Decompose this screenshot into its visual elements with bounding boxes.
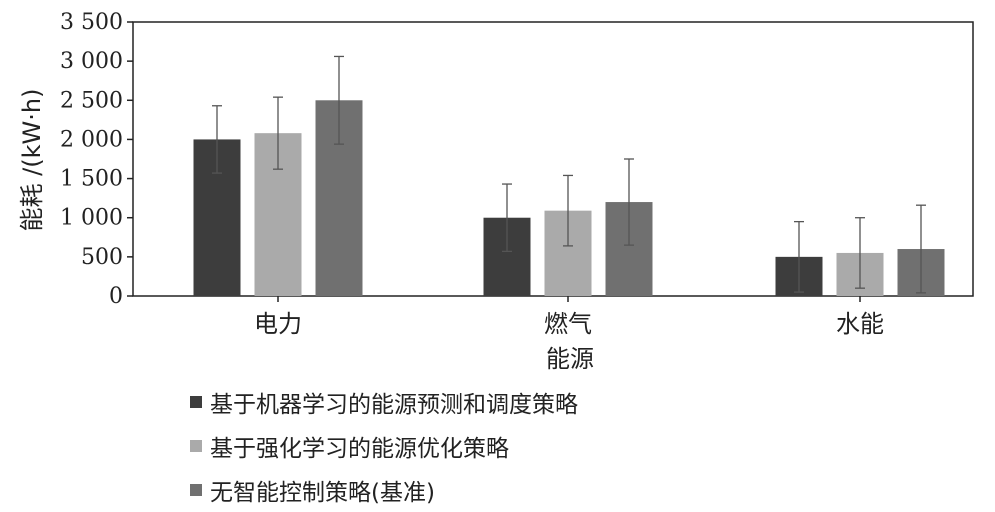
y-tick-label: 3 500 — [60, 10, 123, 35]
legend-item: 无智能控制策略(基准) — [190, 468, 578, 512]
error-bars-group — [212, 55, 926, 294]
legend-item: 基于机器学习的能源预测和调度策略 — [190, 380, 578, 424]
y-tick-label: 1 500 — [60, 167, 123, 192]
x-axis: 电力 燃气 水能 — [254, 296, 884, 338]
x-axis-title: 能源 — [546, 345, 594, 373]
y-tick-label: 3 000 — [60, 49, 123, 74]
legend-label: 基于机器学习的能源预测和调度策略 — [210, 392, 578, 418]
y-tick-label: 1 000 — [60, 206, 123, 231]
y-tick-label: 0 — [109, 284, 123, 309]
legend-label: 无智能控制策略(基准) — [210, 480, 435, 506]
legend-item: 基于强化学习的能源优化策略 — [190, 424, 578, 468]
y-axis: 0 500 1 000 1 500 2 000 2 500 3 000 3 500 — [60, 10, 133, 309]
x-tick-label: 水能 — [836, 310, 884, 338]
x-tick-label: 电力 — [254, 310, 302, 338]
y-axis-title: 能耗 /(kW·h) — [18, 89, 46, 232]
bar-chart: 0 500 1 000 1 500 2 000 2 500 3 000 3 500 电力 燃气 水… — [18, 10, 974, 373]
legend-label: 基于强化学习的能源优化策略 — [210, 436, 509, 462]
legend: 基于机器学习的能源预测和调度策略 基于强化学习的能源优化策略 无智能控制策略(基… — [190, 380, 578, 512]
x-tick-label: 燃气 — [544, 310, 592, 338]
y-tick-label: 2 000 — [60, 127, 123, 152]
y-tick-label: 500 — [81, 245, 123, 270]
legend-swatch — [190, 396, 202, 408]
legend-swatch — [190, 440, 202, 452]
y-tick-label: 2 500 — [60, 88, 123, 113]
bars-group — [193, 100, 945, 297]
legend-swatch — [190, 484, 202, 496]
